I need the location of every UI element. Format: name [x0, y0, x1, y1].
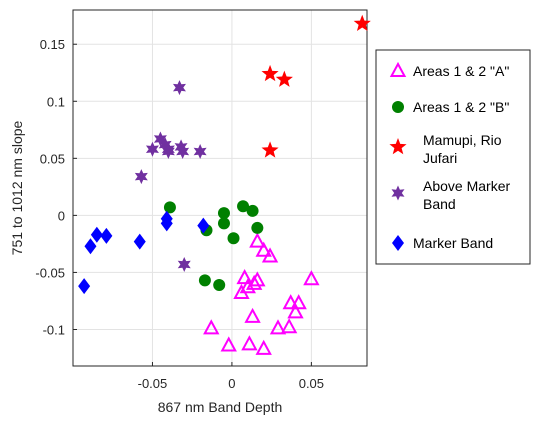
- data-point: [174, 139, 188, 155]
- data-point: [163, 201, 176, 214]
- data-point: [261, 247, 279, 263]
- data-point: [172, 80, 186, 96]
- data-point: [255, 241, 272, 257]
- data-points: [78, 14, 371, 355]
- legend-marker: [389, 138, 407, 155]
- legend-marker: [392, 101, 404, 113]
- data-point: [280, 318, 298, 334]
- data-point: [237, 200, 250, 213]
- data-point: [275, 70, 293, 87]
- data-point: [241, 335, 258, 351]
- legend-label: Marker Band: [413, 235, 493, 251]
- data-point: [261, 64, 279, 82]
- data-point: [249, 232, 266, 248]
- data-point: [287, 303, 304, 319]
- legend-marker: [389, 61, 407, 77]
- data-point: [203, 319, 220, 335]
- y-tick-label: -0.1: [43, 322, 65, 337]
- legend-label: Areas 1 & 2 "A": [413, 63, 509, 79]
- legend-marker: [391, 185, 405, 201]
- data-point: [244, 307, 261, 323]
- data-point: [217, 217, 230, 230]
- data-point: [251, 221, 264, 234]
- data-point: [84, 238, 97, 255]
- data-point: [134, 169, 148, 185]
- data-point: [290, 294, 307, 310]
- y-tick-label: -0.05: [35, 265, 65, 280]
- data-point: [197, 217, 210, 234]
- data-point: [217, 207, 230, 220]
- data-point: [246, 204, 259, 217]
- data-point: [133, 233, 146, 250]
- data-point: [227, 232, 240, 245]
- data-point: [245, 274, 263, 290]
- data-point: [193, 143, 207, 159]
- y-tick-label: 0.1: [47, 94, 65, 109]
- x-axis-label: 867 nm Band Depth: [158, 399, 283, 415]
- data-point: [145, 141, 159, 157]
- data-point: [353, 14, 371, 31]
- data-point: [153, 131, 167, 147]
- data-point: [269, 319, 287, 335]
- grid-lines: [73, 10, 367, 366]
- legend-label: Above Marker: [423, 178, 510, 194]
- data-point: [213, 278, 226, 291]
- legend-label: Jufari: [423, 150, 457, 166]
- y-axis-label: 751 to 1012 nm slope: [9, 120, 25, 255]
- data-point: [161, 143, 175, 159]
- legend: Areas 1 & 2 "A" Areas 1 & 2 "B" Mamupi, Ri…: [375, 49, 531, 265]
- data-point: [198, 274, 211, 287]
- data-point: [236, 269, 253, 285]
- data-point: [176, 143, 190, 159]
- data-point: [160, 215, 173, 232]
- x-tick-label: 0.05: [299, 376, 324, 391]
- data-point: [303, 270, 320, 286]
- x-tick-label: -0.05: [138, 376, 168, 391]
- legend-marker: [392, 235, 404, 251]
- legend-label: Band: [423, 196, 456, 212]
- data-point: [255, 339, 272, 355]
- data-point: [90, 226, 103, 243]
- data-point: [78, 278, 91, 295]
- x-tick-label: 0: [228, 376, 235, 391]
- data-point: [177, 256, 191, 272]
- y-tick-label: 0.05: [40, 151, 65, 166]
- axis-ticks: -0.05 0 0.05 -0.1 -0.05 0 0.05 0.1 0.15: [35, 37, 324, 391]
- y-tick-label: 0: [58, 208, 65, 223]
- y-tick-label: 0.15: [40, 37, 65, 52]
- data-point: [220, 336, 237, 352]
- data-point: [261, 141, 279, 158]
- data-point: [158, 137, 172, 153]
- legend-box: [375, 49, 531, 265]
- plot-area-frame: [72, 9, 368, 367]
- legend-label: Areas 1 & 2 "B": [413, 99, 509, 115]
- data-point: [249, 271, 266, 287]
- data-point: [282, 294, 299, 310]
- data-point: [100, 227, 113, 244]
- legend-label: Mamupi, Rio: [423, 132, 502, 148]
